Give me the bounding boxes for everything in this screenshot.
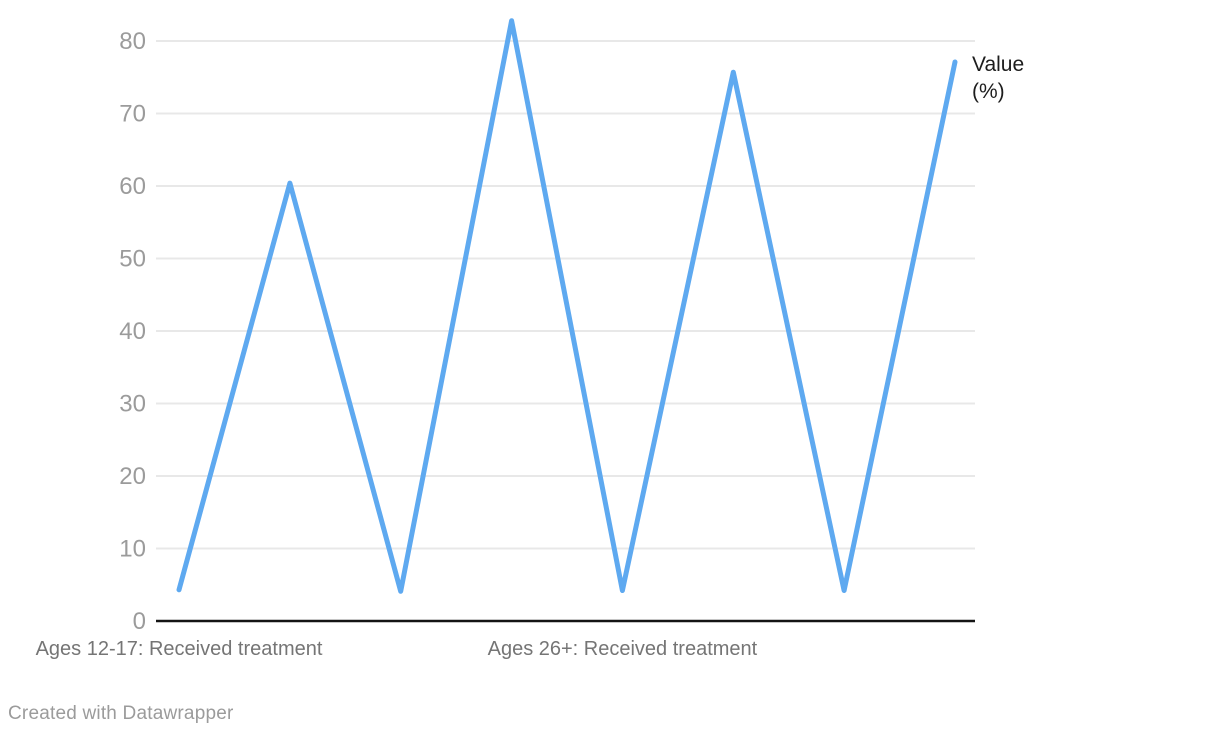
series-label: Value (%) xyxy=(972,53,1024,103)
y-tick-label: 10 xyxy=(119,536,146,563)
y-tick-label: 20 xyxy=(119,463,146,490)
x-axis-label: Ages 12-17: Received treatment xyxy=(36,638,323,660)
data-line xyxy=(176,18,958,594)
y-tick-label: 70 xyxy=(119,101,146,128)
y-tick-label: 40 xyxy=(119,318,146,345)
y-tick-label: 60 xyxy=(119,173,146,200)
y-tick-label: 30 xyxy=(119,391,146,418)
y-tick-label: 0 xyxy=(133,608,146,635)
x-axis-label: Ages 26+: Received treatment xyxy=(488,638,758,660)
datawrapper-attribution: Created with Datawrapper xyxy=(8,703,234,724)
y-tick-label: 50 xyxy=(119,246,146,273)
y-tick-label: 80 xyxy=(119,28,146,55)
